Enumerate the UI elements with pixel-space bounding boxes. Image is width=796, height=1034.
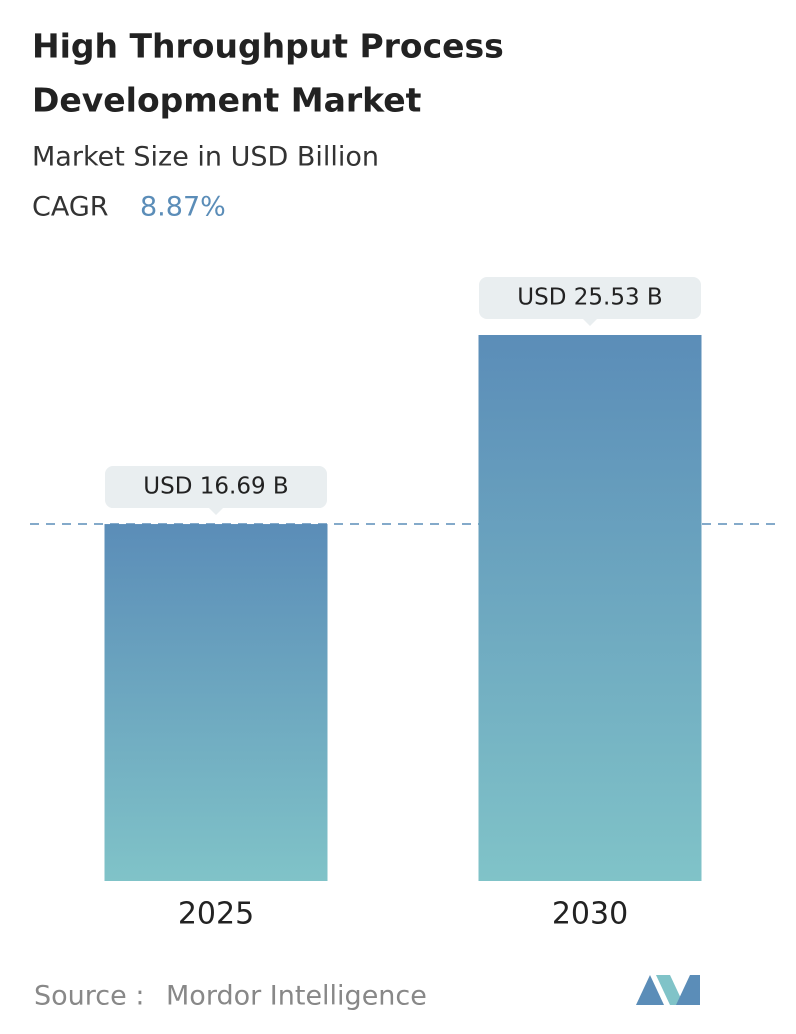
callout-pointer xyxy=(582,318,598,326)
source-label: Source : xyxy=(34,981,144,1012)
cagr-value: 8.87% xyxy=(140,192,226,223)
chart-subtitle: Market Size in USD Billion xyxy=(32,142,379,173)
data-label: USD 25.53 B xyxy=(517,285,662,311)
data-label: USD 16.69 B xyxy=(143,474,288,500)
logo xyxy=(636,975,700,1005)
bar xyxy=(104,524,328,881)
x-tick-label: 2030 xyxy=(552,897,628,932)
callout-box xyxy=(479,277,701,319)
bar xyxy=(478,335,702,881)
cagr-label: CAGR xyxy=(32,192,109,223)
x-tick-label: 2025 xyxy=(178,897,254,932)
callout-pointer xyxy=(208,507,224,516)
chart-title: High Throughput Process xyxy=(32,27,504,66)
callout-box xyxy=(105,466,327,509)
source: Mordor Intelligence xyxy=(166,981,427,1012)
chart-title: Development Market xyxy=(32,81,422,120)
